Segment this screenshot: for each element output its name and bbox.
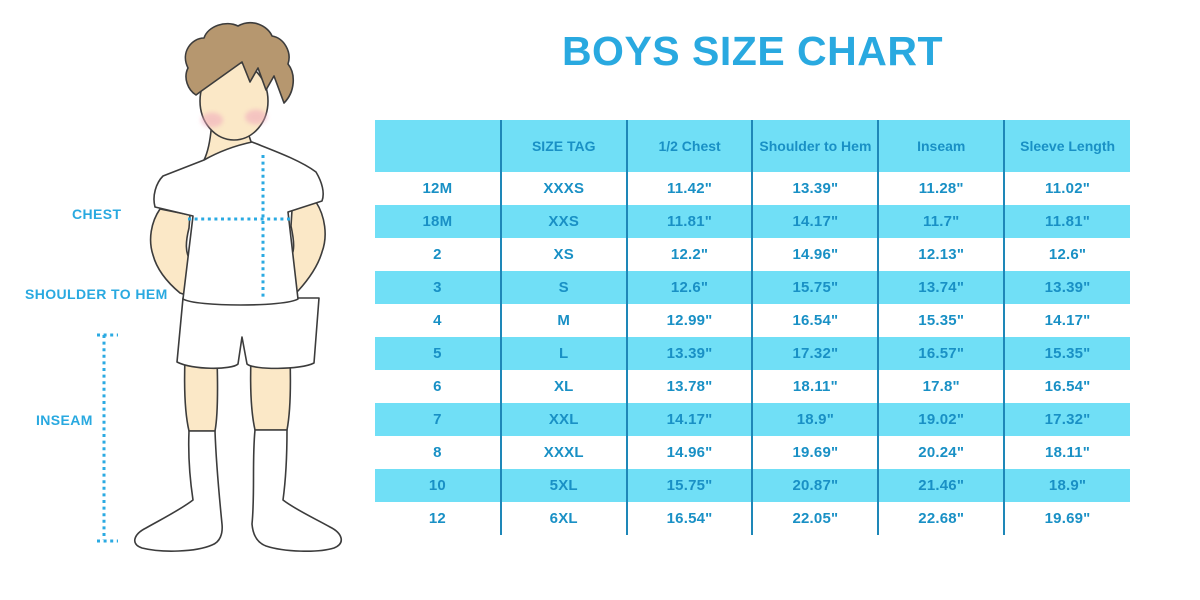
table-row: 4 M 12.99" 16.54" 15.35" 14.17" bbox=[375, 304, 1130, 337]
table-row: 8 XXXL 14.96" 19.69" 20.24" 18.11" bbox=[375, 436, 1130, 469]
boy-sock-left bbox=[134, 430, 223, 552]
table-cell: 16.54" bbox=[1044, 378, 1091, 395]
table-cell: 20.24" bbox=[878, 436, 1006, 469]
table-cell: 18.11" bbox=[1045, 444, 1091, 461]
table-cell: 12.6" bbox=[626, 271, 754, 304]
table-cell: 20.87" bbox=[752, 469, 880, 502]
table-cell: 3 bbox=[375, 271, 502, 304]
table-cell: 19.69" bbox=[752, 436, 880, 469]
table-cell: 16.57" bbox=[878, 337, 1006, 370]
table-cell: S bbox=[500, 271, 628, 304]
table-cell: 17.32" bbox=[1044, 411, 1091, 428]
table-cell: 22.68" bbox=[878, 502, 1006, 535]
table-cell: 13.78" bbox=[626, 370, 754, 403]
table-cell: 13.39" bbox=[752, 172, 880, 205]
table-cell: 16.54" bbox=[626, 502, 754, 535]
column-header: Shoulder to Hem bbox=[752, 120, 880, 172]
table-row: 6 XL 13.78" 18.11" 17.8" 16.54" bbox=[375, 370, 1130, 403]
table-cell: 11.02" bbox=[1045, 180, 1091, 197]
table-cell: 18.9" bbox=[1048, 477, 1087, 494]
table-row: 12 6XL 16.54" 22.05" 22.68" 19.69" bbox=[375, 502, 1130, 535]
boy-sock-right bbox=[251, 429, 342, 552]
table-cell: 10 bbox=[375, 469, 502, 502]
table-cell: 18.9" bbox=[752, 403, 880, 436]
table-cell: XXXL bbox=[500, 436, 628, 469]
boy-hair bbox=[184, 21, 294, 104]
table-row: 3 S 12.6" 15.75" 13.74" 13.39" bbox=[375, 271, 1130, 304]
table-cell: 15.35" bbox=[1044, 345, 1091, 362]
table-cell: 11.81" bbox=[626, 205, 754, 238]
table-cell: 12.13" bbox=[878, 238, 1006, 271]
table-cell: 15.35" bbox=[878, 304, 1006, 337]
table-cell: 21.46" bbox=[878, 469, 1006, 502]
size-table: SIZE TAG 1/2 Chest Shoulder to Hem Inseam Sl… bbox=[375, 120, 1130, 535]
table-cell: 15.75" bbox=[752, 271, 880, 304]
table-cell: 14.96" bbox=[752, 238, 880, 271]
table-cell: 8 bbox=[375, 436, 502, 469]
table-row: 12M XXXS 11.42" 13.39" 11.28" 11.02" bbox=[375, 172, 1130, 205]
table-cell: 6XL bbox=[500, 502, 628, 535]
table-cell: 19.02" bbox=[878, 403, 1006, 436]
table-cell: 12.99" bbox=[626, 304, 754, 337]
table-cell: M bbox=[500, 304, 628, 337]
table-cell: 4 bbox=[375, 304, 502, 337]
table-cell: L bbox=[500, 337, 628, 370]
boy-illustration bbox=[97, 21, 342, 552]
page-title: BOYS SIZE CHART bbox=[561, 28, 944, 74]
table-cell: 13.74" bbox=[878, 271, 1006, 304]
table-cell: 17.8" bbox=[878, 370, 1006, 403]
table-cell: 14.17" bbox=[1044, 312, 1091, 329]
table-cell: 13.39" bbox=[626, 337, 754, 370]
column-header: SIZE TAG bbox=[500, 120, 628, 172]
table-cell: 16.54" bbox=[752, 304, 880, 337]
table-cell: 13.39" bbox=[1044, 279, 1091, 296]
table-cell: 11.28" bbox=[878, 172, 1006, 205]
table-cell: 18.11" bbox=[752, 370, 880, 403]
table-row: 7 XXL 14.17" 18.9" 19.02" 17.32" bbox=[375, 403, 1130, 436]
table-cell: 12 bbox=[375, 502, 502, 535]
table-cell: XL bbox=[500, 370, 628, 403]
table-cell: 11.81" bbox=[1045, 213, 1091, 230]
table-cell: 14.96" bbox=[626, 436, 754, 469]
boy-shorts bbox=[176, 297, 320, 370]
table-cell: XXL bbox=[500, 403, 628, 436]
table-cell: 18M bbox=[375, 205, 502, 238]
table-cell: 12.2" bbox=[626, 238, 754, 271]
table-cell: 17.32" bbox=[752, 337, 880, 370]
size-table-body: 12M XXXS 11.42" 13.39" 11.28" 11.02" 18M XXS 11.… bbox=[375, 172, 1130, 535]
table-cell: 7 bbox=[375, 403, 502, 436]
table-cell: 14.17" bbox=[752, 205, 880, 238]
table-cell: 5 bbox=[375, 337, 502, 370]
table-row: 5 L 13.39" 17.32" 16.57" 15.35" bbox=[375, 337, 1130, 370]
table-cell: 22.05" bbox=[752, 502, 880, 535]
column-header bbox=[375, 120, 502, 172]
column-header: Inseam bbox=[878, 120, 1006, 172]
table-cell: 14.17" bbox=[626, 403, 754, 436]
table-row: 2 XS 12.2" 14.96" 12.13" 12.6" bbox=[375, 238, 1130, 271]
table-cell: XS bbox=[500, 238, 628, 271]
table-cell: XXXS bbox=[500, 172, 628, 205]
chest-label: CHEST bbox=[72, 206, 122, 222]
table-cell: 12M bbox=[375, 172, 502, 205]
table-row: 18M XXS 11.81" 14.17" 11.7" 11.81" bbox=[375, 205, 1130, 238]
table-cell: 19.69" bbox=[1044, 510, 1091, 527]
table-cell: 15.75" bbox=[626, 469, 754, 502]
table-cell: 11.7" bbox=[878, 205, 1006, 238]
inseam-label: INSEAM bbox=[36, 412, 93, 428]
boy-cheek-right bbox=[245, 109, 267, 125]
boy-shirt bbox=[153, 141, 324, 306]
shoulder-to-hem-label: SHOULDER TO HEM bbox=[25, 286, 168, 302]
table-cell: XXS bbox=[500, 205, 628, 238]
table-cell: 11.42" bbox=[626, 172, 754, 205]
table-row: 10 5XL 15.75" 20.87" 21.46" 18.9" bbox=[375, 469, 1130, 502]
table-cell: 12.6" bbox=[1048, 246, 1087, 263]
table-cell: 6 bbox=[375, 370, 502, 403]
table-cell: 2 bbox=[375, 238, 502, 271]
boy-cheek-left bbox=[201, 112, 223, 128]
size-table-header: SIZE TAG 1/2 Chest Shoulder to Hem Inseam Sl… bbox=[375, 120, 1130, 172]
column-header: Sleeve Length bbox=[1020, 137, 1116, 154]
column-header: 1/2 Chest bbox=[626, 120, 754, 172]
table-cell: 5XL bbox=[500, 469, 628, 502]
